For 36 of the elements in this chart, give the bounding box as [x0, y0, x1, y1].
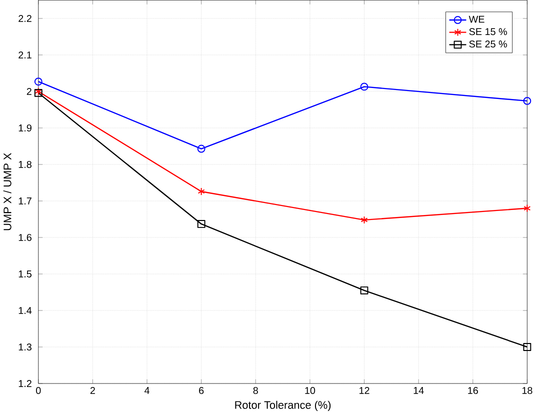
point [197, 220, 206, 228]
x-axis-title: Rotor Tolerance (%) [235, 400, 331, 411]
y-tick-label: 1.6 [18, 234, 32, 241]
y-tick-label: 2 [26, 88, 32, 95]
x-tick-label: 10 [305, 386, 316, 394]
point [197, 144, 206, 153]
point [360, 82, 368, 91]
x-tick-label: 6 [199, 386, 204, 394]
point [198, 187, 205, 196]
point [524, 204, 531, 212]
y-tick-label: 1.9 [18, 124, 32, 132]
point [360, 216, 368, 224]
legend-label: WE [468, 16, 484, 23]
y-tick-label: 1.4 [18, 306, 32, 314]
x-tick-label: 0 [36, 386, 41, 394]
point [523, 342, 532, 351]
y-tick-label: 1.7 [18, 197, 32, 204]
legend-label: SE 25 % [469, 40, 508, 48]
x-tick-label: 2 [90, 386, 95, 394]
y-tick-label: 2.1 [18, 51, 32, 58]
x-tick-label: 16 [468, 386, 478, 394]
x-tick-label: 4 [144, 386, 150, 394]
y-tick-label: 1.2 [18, 380, 32, 387]
y-tick-label: 1.8 [18, 160, 32, 168]
y-axis-title: UMP X / UMP X [3, 152, 12, 230]
y-tick-label: 1.5 [18, 270, 32, 278]
point [360, 286, 368, 294]
x-tick-label: 18 [522, 386, 532, 394]
point [523, 96, 532, 105]
y-tick-label: 2.2 [18, 14, 32, 22]
x-tick-label: 8 [253, 386, 258, 394]
x-tick-label: 14 [414, 386, 424, 394]
legend-label: SE 15 % [469, 28, 508, 36]
x-tick-label: 12 [360, 386, 370, 394]
point [34, 77, 42, 86]
y-tick-label: 1.3 [18, 343, 32, 350]
